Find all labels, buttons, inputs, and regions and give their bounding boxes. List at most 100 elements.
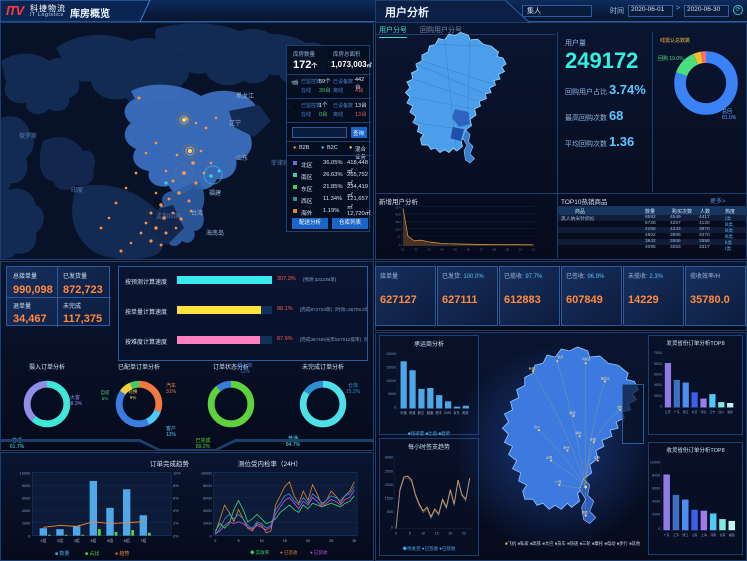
svg-text:河南: 河南 xyxy=(710,532,716,537)
svg-text:浙江: 浙江 xyxy=(683,410,689,414)
svg-text:10: 10 xyxy=(519,248,523,252)
svg-text:广东: 广东 xyxy=(674,410,680,414)
svg-text:京东: 京东 xyxy=(453,410,459,415)
svg-text:5: 5 xyxy=(237,539,239,543)
svg-text:2000: 2000 xyxy=(22,521,31,526)
svg-text:55.4: 55.4 xyxy=(395,205,401,209)
svg-text:5: 5 xyxy=(409,531,411,535)
svg-text:07: 07 xyxy=(480,248,484,252)
svg-text:0: 0 xyxy=(391,524,393,529)
svg-text:0: 0 xyxy=(394,405,396,409)
svg-text:09: 09 xyxy=(506,248,510,252)
svg-text:20: 20 xyxy=(306,539,310,543)
svg-text:4000: 4000 xyxy=(203,508,212,513)
svg-text:陕西: 陕西 xyxy=(569,410,575,415)
svg-text:20: 20 xyxy=(448,531,452,535)
svg-text:江苏: 江苏 xyxy=(665,410,671,414)
svg-text:2500: 2500 xyxy=(385,468,394,473)
svg-text:广西: 广西 xyxy=(555,479,561,484)
svg-text:25: 25 xyxy=(329,539,333,543)
svg-text:01: 01 xyxy=(401,248,405,252)
svg-text:1组: 1组 xyxy=(40,538,46,543)
svg-text:6000: 6000 xyxy=(22,495,31,500)
svg-text:圆通: 圆通 xyxy=(427,410,434,415)
svg-text:29.6: 29.6 xyxy=(395,227,401,231)
svg-text:21: 21 xyxy=(398,235,402,239)
svg-text:北京: 北京 xyxy=(719,532,725,537)
svg-text:6000: 6000 xyxy=(203,495,212,500)
svg-text:04: 04 xyxy=(441,248,445,252)
svg-text:2000: 2000 xyxy=(385,482,394,487)
svg-text:4%: 4% xyxy=(173,508,179,513)
svg-text:云南: 云南 xyxy=(546,455,552,460)
svg-text:11: 11 xyxy=(532,248,535,252)
svg-text:顺丰: 顺丰 xyxy=(436,410,443,415)
svg-text:福建: 福建 xyxy=(727,410,733,414)
svg-text:6000: 6000 xyxy=(654,362,662,366)
svg-text:福建: 福建 xyxy=(729,532,735,537)
svg-text:山东: 山东 xyxy=(692,532,698,537)
svg-text:15: 15 xyxy=(435,531,439,535)
svg-text:河北: 河北 xyxy=(701,410,707,414)
svg-text:四川: 四川 xyxy=(718,410,724,414)
svg-text:0%: 0% xyxy=(173,533,179,538)
svg-text:2000: 2000 xyxy=(203,521,212,526)
svg-text:5组: 5组 xyxy=(107,538,113,543)
svg-text:浙江: 浙江 xyxy=(682,532,688,537)
svg-text:0: 0 xyxy=(214,539,216,543)
svg-text:安徽: 安徽 xyxy=(590,436,596,441)
svg-text:38.2: 38.2 xyxy=(395,220,401,224)
svg-text:6组: 6组 xyxy=(124,538,130,543)
svg-text:10%: 10% xyxy=(173,470,181,475)
svg-text:新疆: 新疆 xyxy=(529,365,535,370)
svg-text:46.8: 46.8 xyxy=(395,213,401,217)
svg-text:3组: 3组 xyxy=(74,538,80,543)
svg-text:湖北: 湖北 xyxy=(576,430,582,435)
svg-text:7组: 7组 xyxy=(140,538,146,543)
svg-text:0: 0 xyxy=(658,527,660,531)
svg-text:甘肃: 甘肃 xyxy=(557,354,563,359)
svg-text:上海: 上海 xyxy=(701,532,707,537)
svg-text:20000: 20000 xyxy=(386,352,396,356)
svg-text:韵达: 韵达 xyxy=(418,410,425,415)
svg-text:5000: 5000 xyxy=(654,372,662,376)
svg-text:0: 0 xyxy=(395,531,397,535)
svg-text:6%: 6% xyxy=(173,495,179,500)
svg-text:10000: 10000 xyxy=(650,460,660,464)
svg-text:5000: 5000 xyxy=(388,392,396,396)
svg-text:6000: 6000 xyxy=(652,486,660,490)
svg-text:500: 500 xyxy=(387,509,393,514)
svg-text:贵州: 贵州 xyxy=(563,444,569,449)
svg-text:江苏: 江苏 xyxy=(673,532,679,537)
svg-text:05: 05 xyxy=(454,248,458,252)
svg-text:4组: 4组 xyxy=(90,538,96,543)
svg-text:8%: 8% xyxy=(173,483,179,488)
svg-text:08: 08 xyxy=(493,248,497,252)
svg-text:30: 30 xyxy=(352,539,356,543)
svg-text:中通: 中通 xyxy=(400,410,407,415)
svg-text:4000: 4000 xyxy=(652,499,660,503)
svg-text:03: 03 xyxy=(428,248,432,252)
svg-text:2%: 2% xyxy=(173,521,179,526)
svg-text:8000: 8000 xyxy=(22,483,31,488)
svg-text:四川: 四川 xyxy=(534,425,540,429)
svg-text:15000: 15000 xyxy=(386,365,396,369)
svg-text:10: 10 xyxy=(260,539,264,543)
svg-text:0: 0 xyxy=(660,404,662,408)
svg-text:06: 06 xyxy=(467,248,471,252)
svg-text:4000: 4000 xyxy=(22,508,31,513)
svg-text:02: 02 xyxy=(415,248,419,252)
svg-text:江西: 江西 xyxy=(594,455,600,460)
svg-text:10: 10 xyxy=(421,531,425,535)
svg-text:3000: 3000 xyxy=(385,455,394,460)
svg-text:北京: 北京 xyxy=(692,410,698,414)
svg-text:10000: 10000 xyxy=(386,379,396,383)
svg-text:黑龙江: 黑龙江 xyxy=(601,375,610,380)
svg-text:2000: 2000 xyxy=(652,512,660,516)
svg-text:10000: 10000 xyxy=(201,470,212,475)
svg-text:EMS: EMS xyxy=(444,411,451,415)
svg-text:2组: 2组 xyxy=(57,538,63,543)
svg-text:1500: 1500 xyxy=(385,495,394,500)
svg-text:4000: 4000 xyxy=(654,383,662,387)
svg-text:广东: 广东 xyxy=(664,532,670,537)
